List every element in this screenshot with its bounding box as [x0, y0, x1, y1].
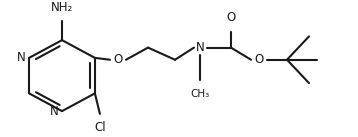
Text: N: N — [195, 41, 204, 54]
Text: O: O — [255, 53, 263, 66]
Text: O: O — [113, 53, 123, 66]
Text: Cl: Cl — [94, 121, 106, 134]
Text: N: N — [50, 105, 59, 118]
Text: CH₃: CH₃ — [190, 89, 210, 99]
Text: NH₂: NH₂ — [51, 1, 73, 14]
Text: O: O — [226, 11, 236, 24]
Text: N: N — [17, 51, 26, 64]
